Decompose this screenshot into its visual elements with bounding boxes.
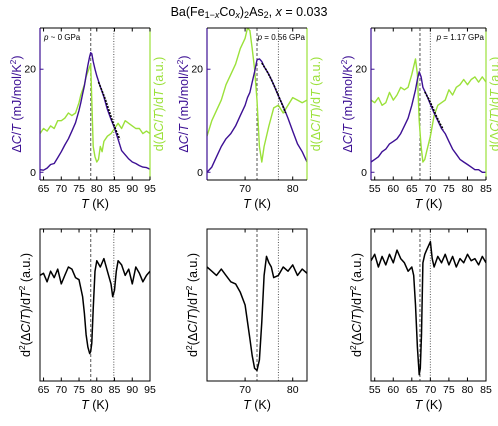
y-tick-label: 20 [191,64,203,76]
pressure-annotation: p ~ 0 GPa [43,33,81,42]
series-heat-capacity [207,58,307,173]
x-axis-label: T (K) [415,197,443,211]
x-tick-label: 75 [443,384,455,396]
y-axis-label-heat-capacity: ΔC/T (mJ/mol/K2) [8,55,24,152]
fit-line [97,81,121,140]
x-tick-label: 95 [144,183,156,195]
x-tick-label: 70 [425,384,437,396]
x-tick-label: 70 [55,384,67,396]
x-tick-label: 65 [38,183,50,195]
x-tick-label: 85 [480,384,492,396]
series-derivative [371,58,486,163]
x-tick-label: 80 [462,183,474,195]
x-tick-label: 95 [144,384,156,396]
axis-frame [206,228,308,382]
pressure-annotation: p = 1.17 GPa [436,33,485,42]
x-tick-label: 80 [91,384,103,396]
y-tick-label: 20 [24,64,36,76]
axis-frame [39,228,151,382]
x-tick-label: 85 [480,183,492,195]
x-tick-label: 75 [73,183,85,195]
x-tick-label: 70 [239,183,251,195]
x-tick-label: 80 [91,183,103,195]
x-tick-label: 75 [443,183,455,195]
y-tick-label: 0 [197,167,203,179]
y-axis-label-heat-capacity: ΔC/T (mJ/mol/K2) [175,55,191,152]
figure-title: Ba(Fe1−xCox)2As2, x = 0.033 [171,5,328,20]
x-tick-label: 80 [462,384,474,396]
x-tick-label: 85 [109,183,121,195]
x-axis-label: T (K) [243,398,271,412]
x-tick-label: 60 [387,384,399,396]
x-tick-label: 75 [73,384,85,396]
y-axis-label-derivative: d(ΔC/T)/dT (a.u.) [309,57,323,152]
y-tick-label: 0 [361,167,367,179]
y-axis-label-heat-capacity: ΔC/T (mJ/mol/K2) [339,55,355,152]
y-axis-label-second-derivative: d2(ΔC/T)/dT2 (a.u.) [184,253,200,357]
y-tick-label: 20 [355,64,367,76]
pressure-annotation: p = 0.56 GPa [257,33,306,42]
panel-top-middle: 70 80 0 20 p = 0.56 GPa T (K) ΔC/T (mJ/mol/K2)… [175,27,323,211]
x-tick-label: 65 [38,384,50,396]
x-tick-label: 90 [126,183,138,195]
series-heat-capacity [40,52,150,171]
x-tick-label: 70 [55,183,67,195]
y-axis-label-second-derivative: d2(ΔC/T)/dT2 (a.u.) [348,253,364,357]
panel-bottom-left: 65 70 75 80 85 90 95 T (K) d2(ΔC/T)/dT2 (a.u.) [17,228,156,412]
x-tick-label: 65 [406,384,418,396]
series-derivative [40,63,150,163]
panel-bottom-middle: 70 80 T (K) d2(ΔC/T)/dT2 (a.u.) [184,228,308,412]
panel-top-right: 55 60 65 70 75 80 85 0 20 p = 1.17 GPa T (K) ΔC/T (… [339,27,498,211]
series-second-derivative [207,255,307,372]
x-axis-label: T (K) [415,398,443,412]
y-tick-label: 0 [30,167,36,179]
series-second-derivative [40,257,150,355]
panels: 65 70 75 80 85 90 95 0 20 p ~ 0 GPa T (K) ΔC/T (mJ/… [8,27,498,412]
x-axis-label: T (K) [81,398,109,412]
x-tick-label: 70 [239,384,251,396]
x-tick-label: 70 [425,183,437,195]
y-axis-label-second-derivative: d2(ΔC/T)/dT2 (a.u.) [17,253,33,357]
y-axis-label-derivative: d(ΔC/T)/dT (a.u.) [488,57,498,152]
panel-top-left: 65 70 75 80 85 90 95 0 20 p ~ 0 GPa T (K) ΔC/T (mJ/… [8,27,166,211]
fit-line [261,62,287,114]
x-tick-label: 90 [126,384,138,396]
y-axis-label-derivative: d(ΔC/T)/dT (a.u.) [152,57,166,152]
fit-line [424,91,445,130]
series-second-derivative [371,240,486,376]
x-tick-label: 85 [109,384,121,396]
x-tick-label: 80 [287,384,299,396]
x-tick-label: 60 [387,183,399,195]
x-tick-label: 55 [369,183,381,195]
axis-frame [370,228,487,382]
panel-bottom-right: 55 60 65 70 75 80 85 T (K) d2(ΔC/T)/dT2 (a.u.) [348,228,492,412]
x-tick-label: 80 [287,183,299,195]
series-derivative [207,28,307,163]
x-axis-label: T (K) [243,197,271,211]
x-axis-label: T (K) [81,197,109,211]
x-tick-label: 55 [369,384,381,396]
x-tick-label: 65 [406,183,418,195]
series-heat-capacity [371,71,486,174]
